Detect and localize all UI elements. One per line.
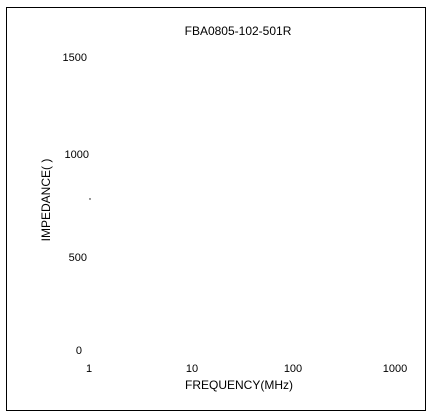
x-tick-label: 1000: [383, 363, 407, 375]
y-axis-ticks: 1500 1000 500 0: [63, 52, 89, 357]
y-tick-label: 500: [69, 252, 87, 264]
x-tick-label: 1: [86, 363, 92, 375]
stray-mark: [89, 198, 91, 200]
y-tick-label: 1000: [65, 149, 89, 161]
x-axis-ticks: 1 10 100 1000: [86, 363, 407, 375]
y-tick-label: 1500: [63, 52, 87, 64]
chart-title: FBA0805-102-501R: [185, 24, 292, 38]
x-tick-label: 10: [186, 363, 198, 375]
y-axis-label: IMPEDANCE( ): [39, 159, 53, 242]
y-tick-label: 0: [76, 345, 82, 357]
chart-frame: [6, 7, 426, 411]
x-axis-label: FREQUENCY(MHz): [185, 378, 293, 392]
x-tick-label: 100: [284, 363, 302, 375]
